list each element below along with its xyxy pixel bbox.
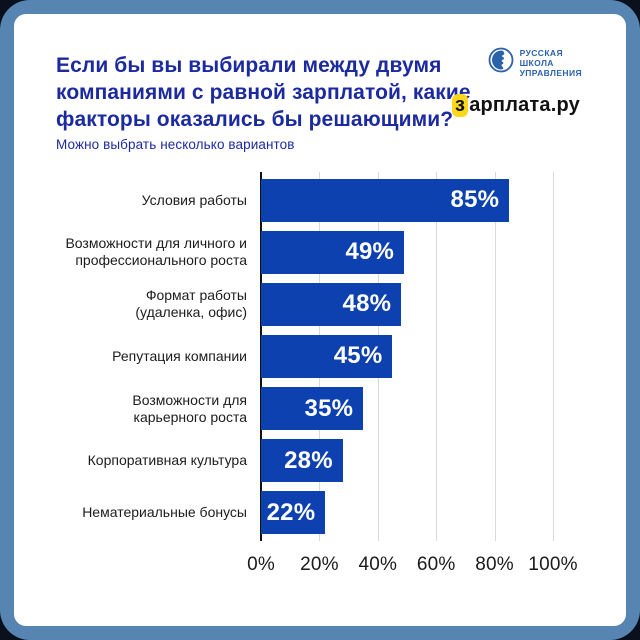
bar: 45% xyxy=(261,334,393,378)
bar-track: 85% xyxy=(261,178,553,222)
gridline xyxy=(436,172,438,541)
x-tick-label: 80% xyxy=(475,554,514,575)
category-label: Репутация компании xyxy=(112,347,247,364)
bar-value-label: 48% xyxy=(342,290,392,318)
bar-rows: Условия работы 85% Возможности для личного… xyxy=(44,172,553,541)
bar-value-label: 85% xyxy=(450,186,500,213)
bar-value-label: 22% xyxy=(266,498,316,526)
bar-track: 48% xyxy=(261,282,553,326)
bar-track: 28% xyxy=(261,439,553,483)
bar: 35% xyxy=(261,387,364,431)
gridline xyxy=(494,172,496,541)
zarplata-logo-rest: арплата.ру xyxy=(469,94,580,116)
bar-value-label: 49% xyxy=(345,238,395,266)
bar-row: Корпоративная культура 28% xyxy=(44,436,553,486)
rsu-emblem-icon xyxy=(488,47,514,78)
bar-value-label: 35% xyxy=(304,394,354,422)
bar-row: Условия работы 85% xyxy=(44,175,553,225)
bar: 28% xyxy=(261,439,343,483)
bar-row: Нематериальные бонусы 22% xyxy=(44,488,553,538)
rsu-logo: РУССКАЯ ШКОЛА УПРАВЛЕНИЯ xyxy=(488,47,582,78)
bar: 48% xyxy=(261,282,402,326)
content-card: Если бы вы выбирали между двумя компания… xyxy=(14,14,626,626)
zarplata-highlight-letter: з xyxy=(452,94,469,117)
bar-row: Возможности для личного и профессиональн… xyxy=(44,227,553,277)
bar-track: 45% xyxy=(261,334,553,378)
x-tick-label: 20% xyxy=(300,554,339,575)
category-label: Корпоративная культура xyxy=(87,452,247,469)
category-label: Возможности для личного и профессиональн… xyxy=(65,235,247,269)
x-tick-label: 0% xyxy=(247,554,275,575)
bar: 49% xyxy=(261,230,405,274)
bar-track: 35% xyxy=(261,387,553,431)
bar-track: 22% xyxy=(261,491,553,535)
bar-row: Формат работы (удаленка, офис) 48% xyxy=(44,279,553,329)
page-title: Если бы вы выбирали между двумя компания… xyxy=(56,54,471,131)
bar-row: Репутация компании 45% xyxy=(44,331,553,381)
category-label: Нематериальные бонусы xyxy=(82,504,247,521)
bar-row: Возможности для карьерного роста 35% xyxy=(44,384,553,434)
bar: 85% xyxy=(261,178,510,222)
bar: 22% xyxy=(261,491,326,535)
gridline xyxy=(553,172,554,541)
zarplata-logo: з арплата.ру xyxy=(452,94,580,117)
page-subtitle: Можно выбрать несколько вариантов xyxy=(56,137,295,152)
x-axis: 0% 20% 40% 60% 80% 100% xyxy=(247,554,577,580)
x-tick-label: 60% xyxy=(416,554,456,575)
category-label: Условия работы xyxy=(141,191,247,208)
bar-value-label: 45% xyxy=(333,342,383,370)
rsu-logo-text: РУССКАЯ ШКОЛА УПРАВЛЕНИЯ xyxy=(519,47,582,78)
category-label: Возможности для карьерного роста xyxy=(132,391,247,425)
x-tick-label: 100% xyxy=(528,554,578,575)
x-tick-label: 40% xyxy=(358,554,398,575)
bar-track: 49% xyxy=(261,230,553,274)
category-label: Формат работы (удаленка, офис) xyxy=(135,287,247,321)
bar-value-label: 28% xyxy=(284,446,333,474)
